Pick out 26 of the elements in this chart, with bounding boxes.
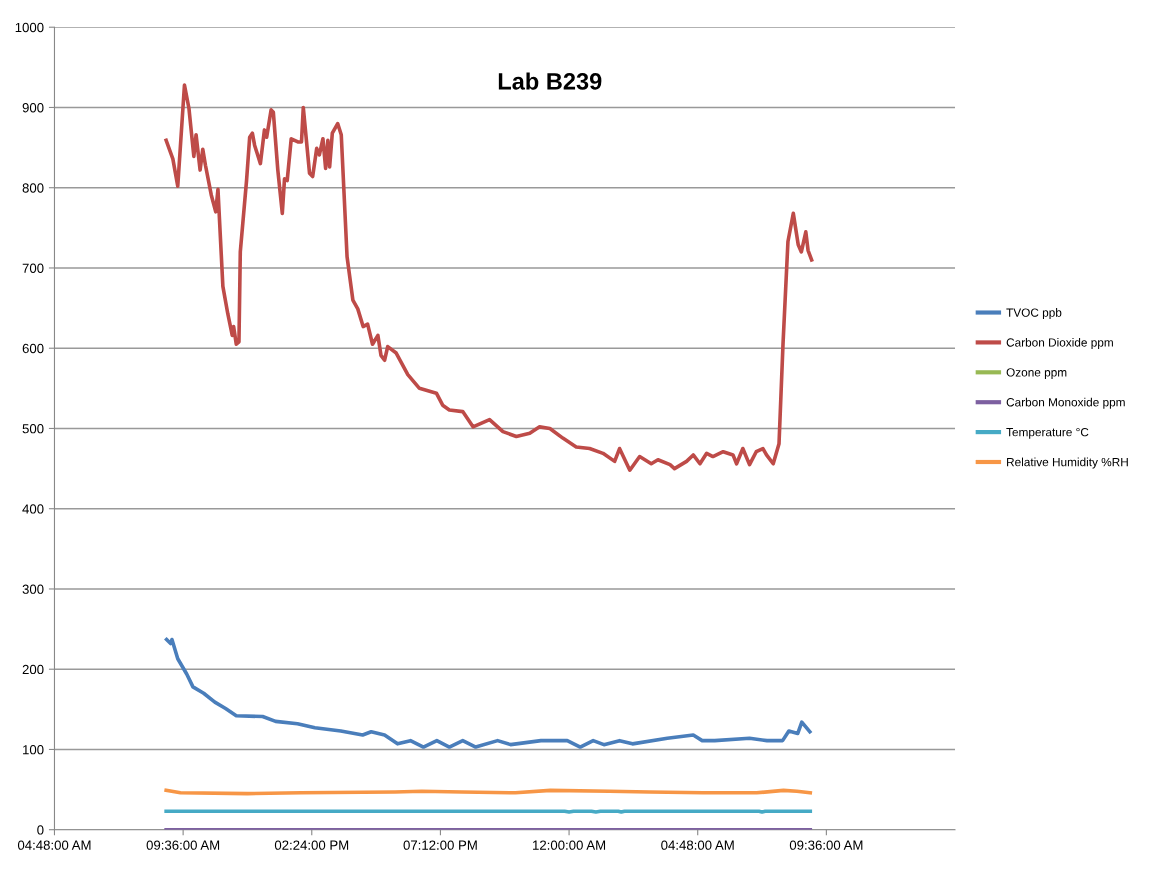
y-tick-label: 100	[23, 745, 44, 755]
y-tick-label: 500	[22, 424, 44, 434]
y-tick-label: 700	[22, 263, 44, 273]
y-tick-label: 900	[22, 103, 44, 113]
y-tick-label: 600	[22, 343, 44, 354]
x-tick-label: 09:36:00 AM	[789, 840, 863, 850]
x-tick-label: 07:12:00 PM	[403, 840, 477, 850]
y-tick-label: 400	[22, 504, 44, 514]
legend-label: Carbon Monoxide ppm	[1006, 397, 1125, 409]
text: Lab B239	[498, 72, 602, 90]
legend-label: Carbon Dioxide ppm	[1006, 338, 1113, 349]
y-tick-label: 300	[22, 584, 44, 594]
x-tick-label: 04:48:00 AM	[661, 840, 734, 850]
x-tick-label: 02:24:00 PM	[274, 840, 349, 850]
legend-label: Ozone ppm	[1006, 368, 1067, 379]
legend-label: Temperature °C	[1006, 427, 1089, 439]
legend-label: TVOC ppb	[1006, 308, 1062, 320]
y-tick-label: 200	[22, 664, 44, 675]
y-tick-label: 800	[22, 183, 44, 193]
x-tick-label: 04:48:00 AM	[17, 840, 91, 850]
legend-label: Relative Humidity %RH	[1007, 457, 1128, 469]
line-series	[164, 637, 812, 749]
x-tick-label: 12:00:00 AM	[533, 840, 606, 850]
y-tick-label: 1000	[15, 22, 44, 33]
y-tick-label: 0	[37, 825, 44, 835]
x-tick-label: 09:36:00 AM	[146, 840, 220, 850]
